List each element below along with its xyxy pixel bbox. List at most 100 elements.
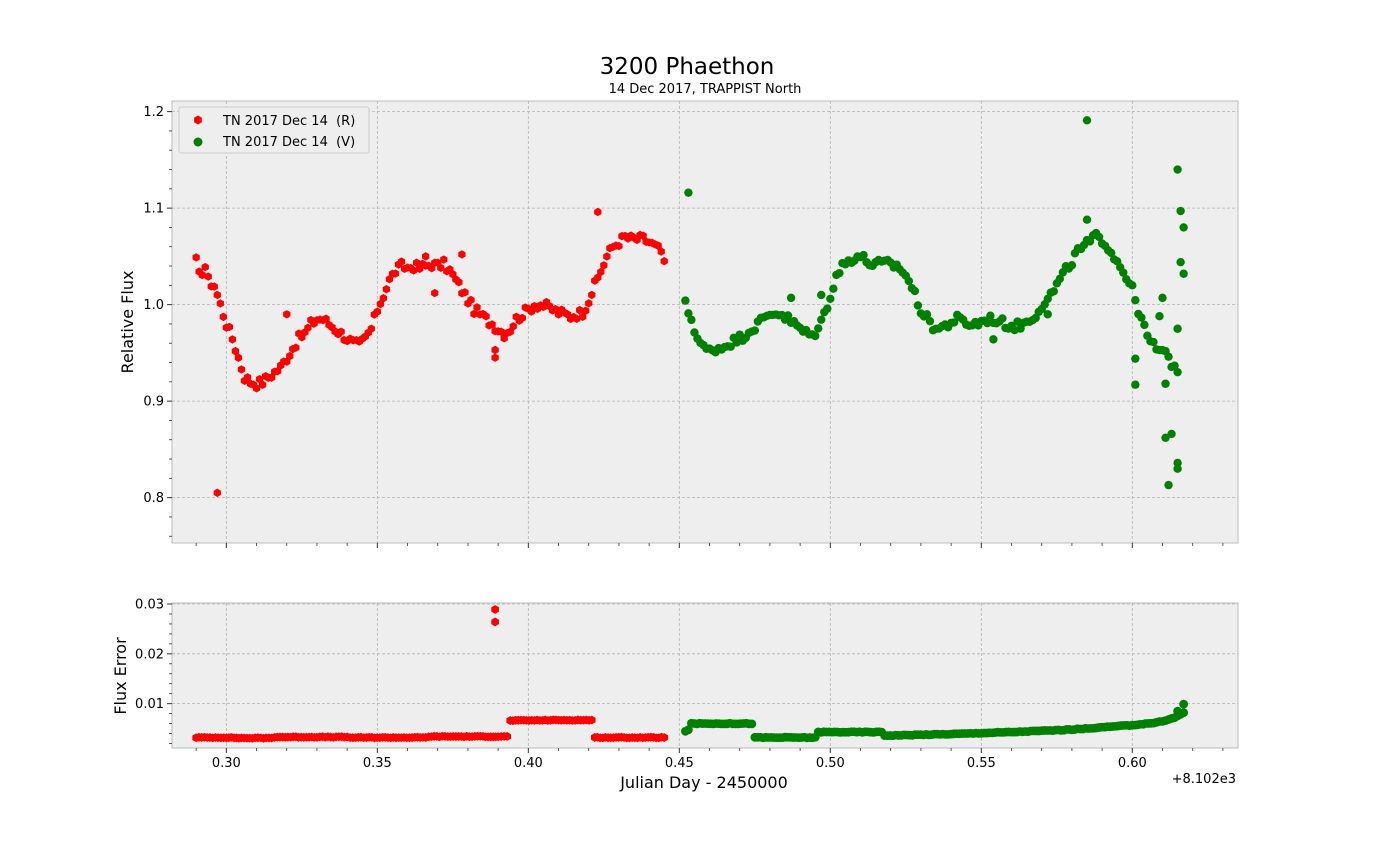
top-axes: 0.8 0.9 1.0 1.1 1.2 [143,105,1224,548]
top-point-v [684,309,693,318]
top-point-v [829,284,838,293]
top-point-r [283,357,291,366]
top-point-v [1170,361,1179,370]
top-point-r [204,272,212,281]
top-point-v [998,314,1007,323]
top-point-r [497,327,505,336]
top-point-v [823,304,832,313]
bottom-y-axis-label: Flux Error [111,637,130,715]
top-point-v [1149,337,1158,347]
x-tick-label: 0.40 [514,756,543,771]
top-point-r [603,252,611,261]
top-point-v [687,315,696,325]
top-point-v [1082,116,1092,125]
top-point-r [588,290,596,300]
bottom-point-r [660,733,669,742]
x-tick-label: 0.60 [1118,756,1147,771]
top-point-v [989,335,998,344]
top-plot-area [171,100,1239,544]
top-point-r [234,353,243,362]
top-point-r [491,345,499,355]
top-point-v [1049,287,1058,296]
top-point-r [657,247,665,256]
bottom-y-tick-label: 0.03 [135,597,164,612]
top-y-tick-label: 1.0 [143,298,164,313]
top-point-r [373,307,381,316]
top-point-r [283,310,291,319]
top-point-v [1167,429,1176,439]
top-point-v [1176,257,1185,267]
top-point-v [1173,367,1182,377]
top-point-v [1179,269,1188,278]
top-point-r [437,263,445,273]
top-point-v [835,268,844,278]
top-point-v [1043,310,1052,319]
top-point-r [579,312,587,322]
top-point-v [925,316,935,326]
top-point-v [1082,215,1092,224]
top-point-r [473,303,481,312]
top-point-r [201,262,209,272]
top-point-v [1131,380,1140,389]
top-point-v [817,290,826,300]
top-point-r [213,290,221,300]
top-point-v [750,326,760,335]
top-point-v [826,294,835,304]
top-point-r [286,351,294,361]
legend-marker-v [193,137,203,147]
top-point-v [1067,261,1077,270]
top-point-v [1131,354,1140,363]
top-point-r [216,299,224,308]
top-point-r [458,250,466,259]
bottom-point-v [747,719,757,729]
top-point-v [1140,320,1149,330]
bottom-point-r [503,731,512,741]
top-point-r [482,312,490,321]
top-point-v [949,318,959,327]
bottom-axes: 0.30 0.35 0.40 0.45 0.50 0.55 0.60 0.01 0.02 0.03 [135,597,1224,771]
top-y-tick-label: 0.8 [143,491,164,506]
top-point-r [467,295,475,305]
top-point-r [518,313,526,323]
top-point-r [258,380,267,390]
top-point-r [322,314,330,323]
top-panel: 0.8 0.9 1.0 1.1 1.2 Relative Flux TN 2017 De… [118,100,1239,548]
bottom-point-v [1179,699,1189,709]
chart-subtitle: 14 Dec 2017, TRAPPIST North [609,82,802,97]
top-point-r [337,327,345,336]
top-point-r [274,367,282,376]
legend-box [178,106,370,154]
top-y-tick-label: 0.9 [143,395,164,410]
top-point-r [573,314,581,324]
top-point-v [783,311,793,320]
top-point-r [585,299,593,308]
top-point-v [904,276,914,286]
top-point-r [455,278,463,287]
top-point-r [582,306,590,315]
top-point-v [1119,268,1128,277]
top-y-tick-label: 1.1 [143,202,164,217]
legend: TN 2017 Dec 14 (R) TN 2017 Dec 14 (V) [178,106,370,154]
top-point-v [817,315,826,324]
top-point-r [268,373,276,382]
top-point-v [786,293,796,303]
bottom-panel: 0.30 0.35 0.40 0.45 0.50 0.55 0.60 0.01 0.02 0.03… [111,597,1239,792]
x-tick-label: 0.30 [212,756,241,771]
top-point-v [1164,480,1173,490]
top-point-r [509,322,517,331]
top-point-r [639,231,647,240]
top-y-tick-label: 1.2 [143,105,164,120]
top-point-r [654,241,662,250]
bottom-point-r [587,715,596,725]
top-point-r [597,267,605,277]
top-data-points [192,116,1188,498]
top-point-r [219,312,227,322]
top-point-v [1173,165,1182,174]
x-tick-label: 0.50 [816,756,845,771]
top-point-v [910,286,920,296]
top-point-v [986,311,995,320]
top-point-v [1179,223,1188,232]
top-point-r [237,365,246,374]
top-point-r [576,305,584,315]
